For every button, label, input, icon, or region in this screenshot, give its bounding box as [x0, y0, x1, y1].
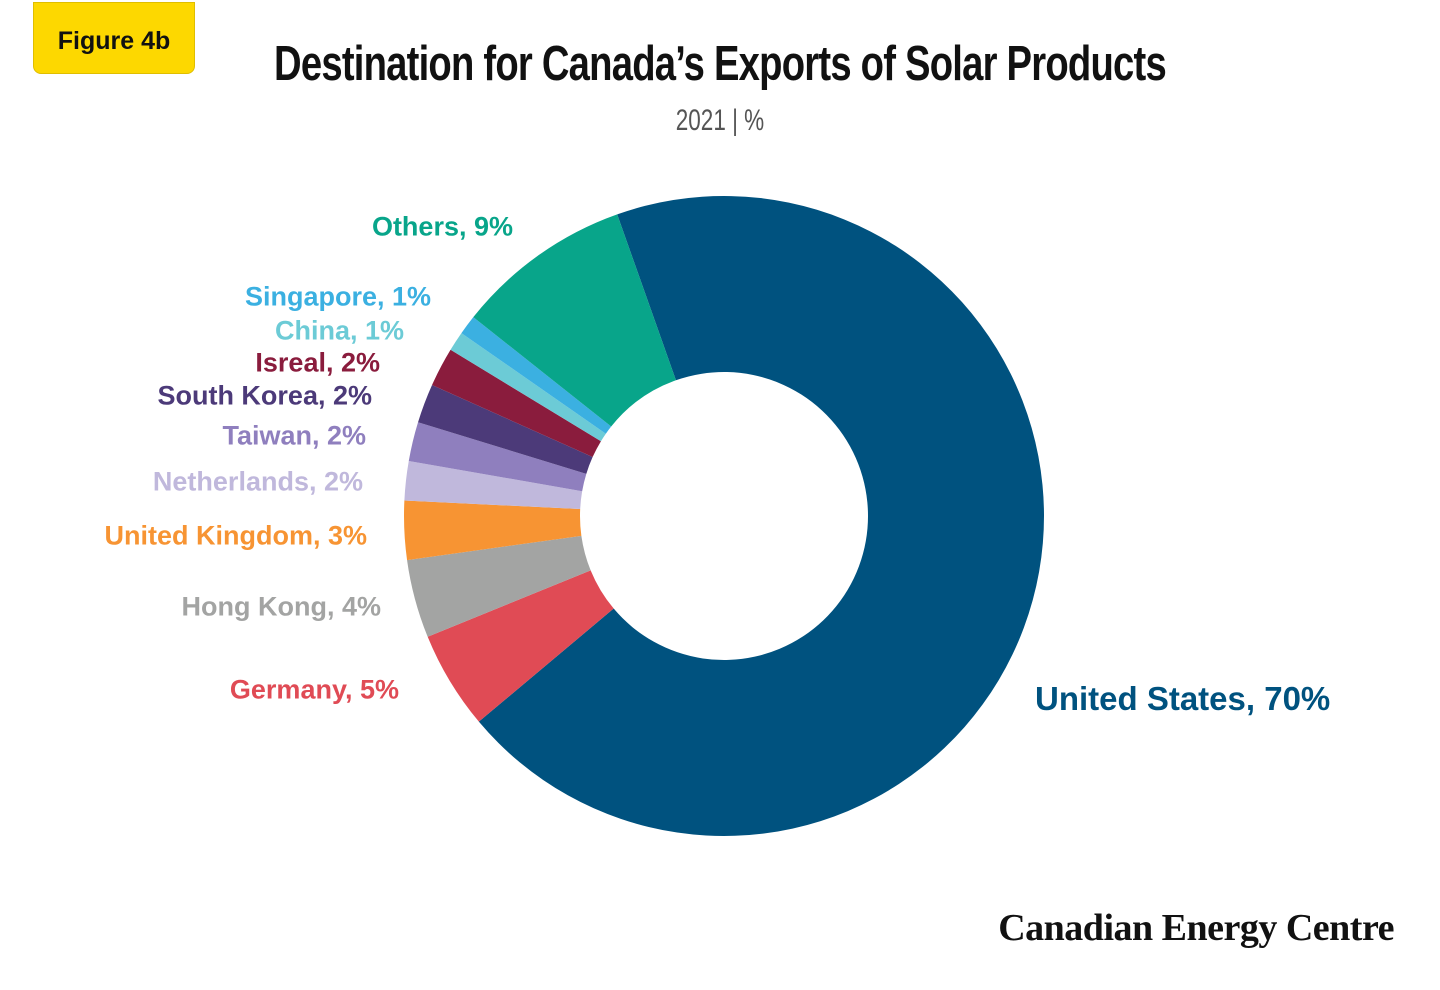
slice-netherlands	[404, 460, 583, 510]
label-germany: Germany, 5%	[229, 674, 399, 705]
slice-hong-kong	[407, 535, 591, 637]
label-hong-kong: Hong Kong, 4%	[181, 591, 381, 622]
slice-others	[473, 214, 676, 427]
label-netherlands: Netherlands, 2%	[152, 466, 363, 497]
slice-china	[450, 333, 606, 442]
slice-isreal	[432, 349, 601, 458]
label-united-states: United States, 70%	[1035, 680, 1331, 717]
label-taiwan: Taiwan, 2%	[222, 420, 366, 451]
canadian-energy-centre-logo: Canadian Energy Centre	[998, 907, 1394, 949]
slice-united-states	[478, 196, 1044, 836]
label-united-kingdom: United Kingdom, 3%	[104, 520, 368, 551]
chart-title: Destination for Canada’s Exports of Sola…	[274, 37, 1167, 91]
chart-subtitle: 2021 | %	[675, 104, 765, 137]
label-south-korea: South Korea, 2%	[157, 380, 372, 411]
label-china: China, 1%	[274, 315, 404, 346]
label-others: Others, 9%	[371, 211, 513, 242]
slice-singapore	[461, 317, 612, 434]
slice-south-korea	[418, 385, 593, 474]
label-singapore: Singapore, 1%	[244, 281, 431, 312]
label-isreal: Isreal, 2%	[255, 347, 380, 378]
slice-taiwan	[408, 422, 587, 492]
slice-germany	[427, 570, 614, 722]
slice-united-kingdom	[404, 500, 582, 561]
figure-badge: Figure 4b	[33, 2, 195, 74]
